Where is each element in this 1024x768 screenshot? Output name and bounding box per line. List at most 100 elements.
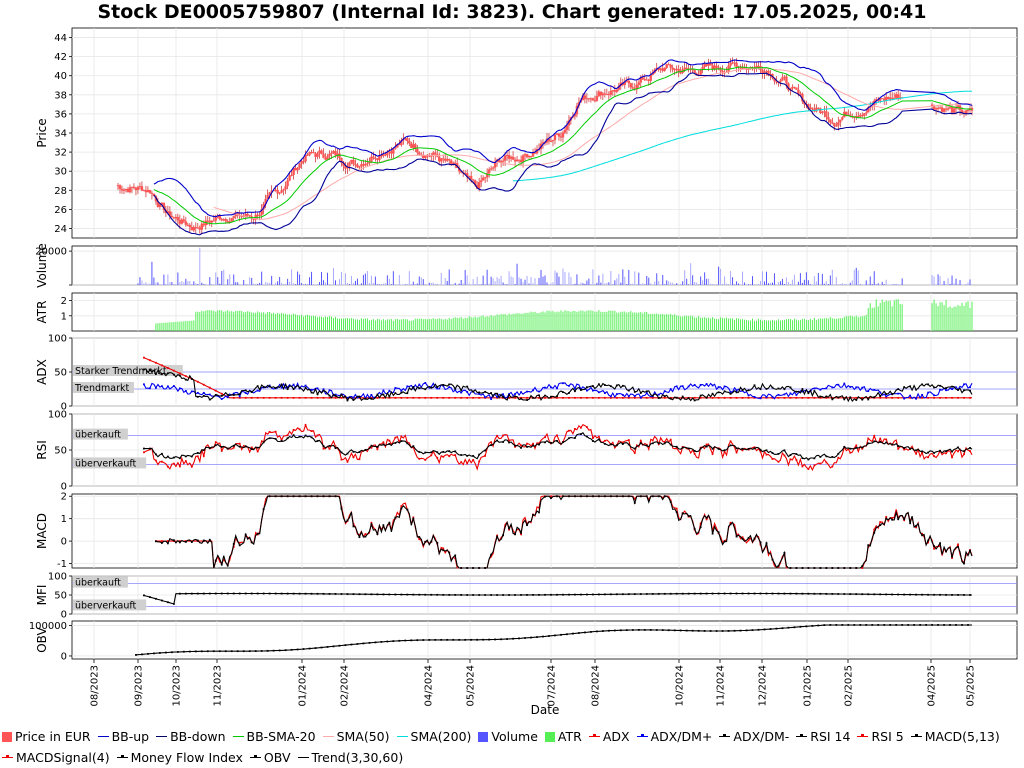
price-candle: [284, 186, 287, 190]
adx-dmminus-line-marker: [765, 388, 768, 390]
rsi5-line-marker: [849, 451, 852, 454]
adx-dmplus-line-marker: [753, 396, 756, 398]
mfi-line-marker: [304, 592, 307, 595]
rsi14-line-marker: [837, 452, 840, 455]
adx-dmminus-line-marker: [502, 396, 504, 398]
mfi-line-marker: [166, 601, 169, 604]
rsi5-line-marker: [789, 458, 792, 461]
obv-line-marker: [685, 629, 688, 632]
macd-line-marker: [591, 495, 594, 498]
rsi14-line-marker: [143, 447, 145, 450]
adx-line-marker: [963, 396, 965, 399]
macd-line-marker: [520, 531, 522, 534]
macd-line-marker: [208, 538, 211, 541]
obv-line-marker: [829, 624, 832, 626]
mfi-line-marker: [310, 592, 313, 595]
rsi14-line-marker: [585, 435, 588, 438]
adx-dmminus-line-marker: [873, 396, 876, 399]
price-candle: [266, 195, 269, 199]
price-candle: [553, 134, 557, 141]
price-candle: [863, 113, 866, 116]
macd-line-marker: [214, 559, 217, 562]
adx-dmminus-line-marker: [346, 399, 349, 402]
adx-dmplus-line-marker: [771, 395, 774, 398]
price-candle: [831, 122, 834, 124]
rsi14-line-marker: [855, 446, 858, 449]
adx-line-marker: [861, 396, 864, 399]
rsi5-line-marker: [723, 450, 726, 453]
price-candle: [246, 213, 249, 216]
obv-line-marker: [733, 629, 736, 632]
obv-line-marker: [566, 633, 568, 636]
adx-line-marker: [819, 396, 822, 399]
obv-line-marker: [589, 630, 592, 633]
price-candle: [960, 110, 964, 113]
price-candle: [216, 215, 219, 218]
price-candle: [136, 187, 140, 190]
price-candle: [890, 97, 894, 99]
rsi14-line-marker: [819, 456, 822, 458]
price-candle: [731, 62, 734, 64]
adx-line-marker: [184, 375, 187, 378]
price-candle: [444, 158, 447, 161]
rsi5-line-marker: [532, 442, 534, 445]
adx-dmplus-line-marker: [508, 393, 510, 395]
rsi5-line-marker: [328, 447, 331, 450]
rsi14-line-marker: [442, 450, 445, 453]
obv-line-marker: [542, 635, 544, 638]
mfi-line-marker: [370, 593, 373, 596]
price-candle: [314, 153, 317, 157]
adx-dmplus-line-marker: [160, 385, 163, 388]
adx-dmplus-line-marker: [466, 391, 469, 393]
rsi5-line-marker: [741, 449, 744, 452]
price-candle: [597, 91, 601, 97]
adx-dmminus-line-marker: [424, 388, 427, 391]
adx-dmminus-line-marker: [184, 378, 187, 381]
adx-dmminus-line-marker: [544, 394, 546, 397]
rsi14-line-marker: [376, 446, 379, 448]
mfi-line-marker: [951, 593, 953, 596]
rsi14-line-marker: [645, 444, 648, 447]
price-ytick-label: 26: [54, 205, 67, 216]
price-candle: [386, 152, 389, 156]
macd-line-marker: [603, 495, 606, 498]
adx-dmminus-line-marker: [149, 369, 151, 371]
price-candle: [489, 168, 493, 170]
adx-dmminus-line-marker: [400, 391, 403, 394]
price-candle: [222, 219, 225, 221]
price-candle: [372, 156, 375, 159]
rsi5-line-marker: [286, 434, 289, 437]
mfi-line-marker: [508, 594, 510, 596]
rsi5-line-marker: [166, 465, 169, 468]
price-candle: [523, 154, 527, 156]
price-candle: [180, 219, 184, 224]
rsi14-line-marker: [705, 445, 708, 448]
rsi14-line-marker: [795, 453, 798, 455]
price-candle: [452, 162, 455, 164]
price-candle: [709, 63, 712, 66]
mfi-line-marker: [879, 593, 882, 596]
adx-line-marker: [597, 396, 600, 399]
obv-line-marker: [703, 630, 706, 632]
rsi5-line-marker: [460, 461, 463, 464]
adx-dmminus-line-marker: [813, 390, 816, 392]
rsi5-line-marker: [160, 460, 163, 463]
mfi-line-marker: [334, 593, 337, 595]
mfi-line-marker: [765, 592, 768, 595]
adx-line-marker: [310, 396, 313, 399]
adx-dmminus-line-marker: [927, 383, 930, 386]
adx-dmminus-line-marker: [310, 391, 313, 394]
adx-dmminus-line-marker: [340, 393, 343, 396]
adx-dmminus-line-marker: [885, 393, 888, 396]
adx-dmminus-line-marker: [831, 398, 834, 401]
rsi14-line-marker: [478, 453, 481, 456]
adx-dmplus-line-marker: [418, 383, 421, 386]
adx-dmplus-line-marker: [603, 392, 606, 395]
adx-line-marker: [424, 396, 427, 399]
adx-dmminus-line-marker: [963, 389, 965, 392]
obv-line-marker: [386, 640, 389, 643]
adx-dmminus-line-marker: [268, 385, 271, 388]
price-candle: [469, 176, 473, 180]
adx-dmminus-line-marker: [550, 395, 552, 398]
